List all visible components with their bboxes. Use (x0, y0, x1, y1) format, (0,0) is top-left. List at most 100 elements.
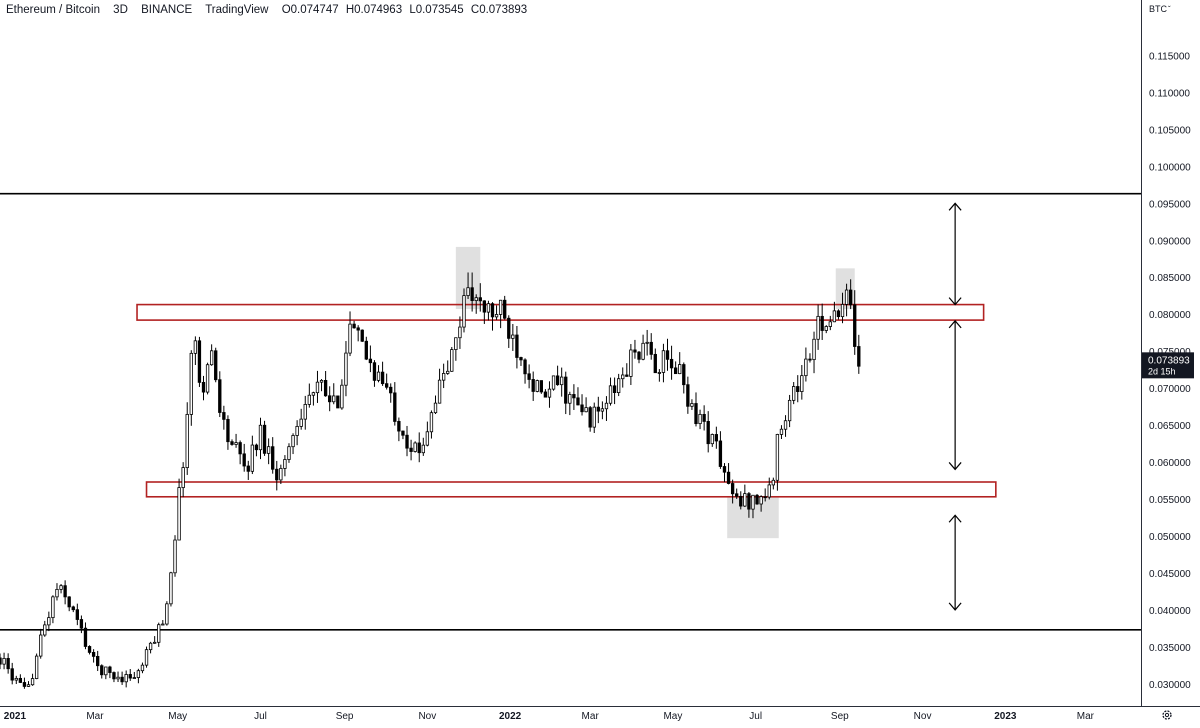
candle-down[interactable] (853, 290, 857, 355)
candle-up[interactable] (376, 365, 381, 383)
candle-down[interactable] (275, 460, 279, 491)
candle-down[interactable] (735, 488, 739, 499)
candle-down[interactable] (91, 649, 96, 663)
candle-down[interactable] (222, 405, 226, 430)
candle-down[interactable] (555, 365, 560, 386)
candle-up[interactable] (450, 346, 454, 372)
candle-down[interactable] (128, 669, 132, 681)
candle-down[interactable] (108, 665, 112, 679)
candle-up[interactable] (641, 334, 645, 361)
candle-down[interactable] (519, 356, 523, 366)
candle-down[interactable] (405, 425, 409, 457)
candle-down[interactable] (112, 671, 116, 683)
candle-down[interactable] (71, 605, 75, 613)
candle-down[interactable] (120, 671, 124, 685)
candle-up[interactable] (779, 425, 784, 440)
candle-up[interactable] (116, 671, 120, 682)
candle-down[interactable] (83, 622, 88, 650)
candle-down[interactable] (564, 371, 568, 415)
candle-down[interactable] (18, 674, 23, 684)
candle-up[interactable] (181, 462, 185, 498)
candle-up[interactable] (710, 433, 714, 447)
candle-down[interactable] (336, 395, 340, 409)
candle-up[interactable] (812, 331, 816, 374)
candle-up[interactable] (250, 435, 255, 475)
currency-selector[interactable]: BTCˇ (1149, 4, 1171, 14)
candle-up[interactable] (169, 571, 173, 607)
candle-up[interactable] (185, 402, 189, 475)
candle-down[interactable] (503, 295, 507, 320)
double-arrow[interactable] (948, 202, 962, 306)
candle-down[interactable] (6, 653, 10, 674)
candle-up[interactable] (287, 443, 291, 463)
candle-up[interactable] (433, 395, 438, 415)
candle-up[interactable] (165, 601, 169, 626)
candle-down[interactable] (352, 320, 356, 329)
candle-down[interactable] (682, 362, 686, 394)
candle-up[interactable] (307, 383, 311, 408)
candle-down[interactable] (625, 363, 629, 377)
candle-up[interactable] (173, 535, 177, 577)
candle-down[interactable] (417, 432, 421, 463)
candle-up[interactable] (775, 433, 780, 491)
candle-up[interactable] (458, 316, 462, 349)
candle-up[interactable] (295, 420, 299, 446)
candle-up[interactable] (804, 347, 808, 382)
candle-up[interactable] (690, 399, 694, 410)
candle-down[interactable] (385, 373, 389, 390)
candle-up[interactable] (193, 336, 198, 366)
candle-up[interactable] (43, 620, 47, 637)
candle-up[interactable] (144, 646, 149, 668)
candle-up[interactable] (258, 417, 263, 460)
candle-up[interactable] (189, 350, 193, 426)
candle-up[interactable] (30, 673, 35, 686)
candle-up[interactable] (751, 494, 755, 519)
candle-up[interactable] (466, 272, 470, 299)
candle-down[interactable] (328, 386, 332, 412)
candle-down[interactable] (706, 411, 710, 453)
candle-down[interactable] (523, 358, 527, 384)
candle-up[interactable] (283, 455, 287, 477)
candle-down[interactable] (246, 460, 250, 480)
candle-up[interactable] (832, 301, 837, 323)
candle-down[interactable] (576, 387, 580, 406)
candle-down[interactable] (596, 396, 600, 424)
candle-down[interactable] (665, 338, 670, 371)
candle-down[interactable] (368, 345, 373, 373)
candle-down[interactable] (515, 325, 519, 369)
candle-down[interactable] (673, 361, 678, 375)
candle-down[interactable] (218, 371, 222, 418)
candle-down[interactable] (808, 353, 812, 363)
candle-up[interactable] (441, 363, 446, 389)
candle-down[interactable] (482, 300, 487, 324)
candle-down[interactable] (226, 415, 230, 450)
candle-up[interactable] (157, 622, 161, 647)
candle-down[interactable] (79, 615, 84, 634)
candle-up[interactable] (560, 367, 564, 397)
candle-up[interactable] (234, 433, 238, 448)
candle-up[interactable] (787, 394, 792, 428)
candle-down[interactable] (739, 491, 743, 510)
candle-up[interactable] (413, 441, 417, 453)
candle-down[interactable] (820, 303, 824, 340)
candle-down[interactable] (669, 345, 674, 380)
candle-up[interactable] (161, 620, 165, 626)
candle-down[interactable] (360, 329, 364, 343)
candle-up[interactable] (608, 377, 613, 406)
candle-down[interactable] (763, 488, 767, 502)
candle-up[interactable] (344, 341, 348, 397)
candle-up[interactable] (584, 397, 588, 413)
candle-up[interactable] (816, 304, 820, 350)
candle-up[interactable] (39, 628, 43, 659)
candle-down[interactable] (849, 279, 853, 310)
candle-up[interactable] (629, 344, 633, 386)
candle-up[interactable] (657, 369, 662, 382)
candle-down[interactable] (633, 339, 637, 359)
candle-up[interactable] (771, 477, 775, 490)
candle-up[interactable] (177, 478, 181, 541)
candle-down[interactable] (531, 371, 535, 401)
candle-up[interactable] (759, 495, 763, 512)
candle-up[interactable] (34, 653, 39, 680)
candle-up[interactable] (140, 662, 145, 674)
